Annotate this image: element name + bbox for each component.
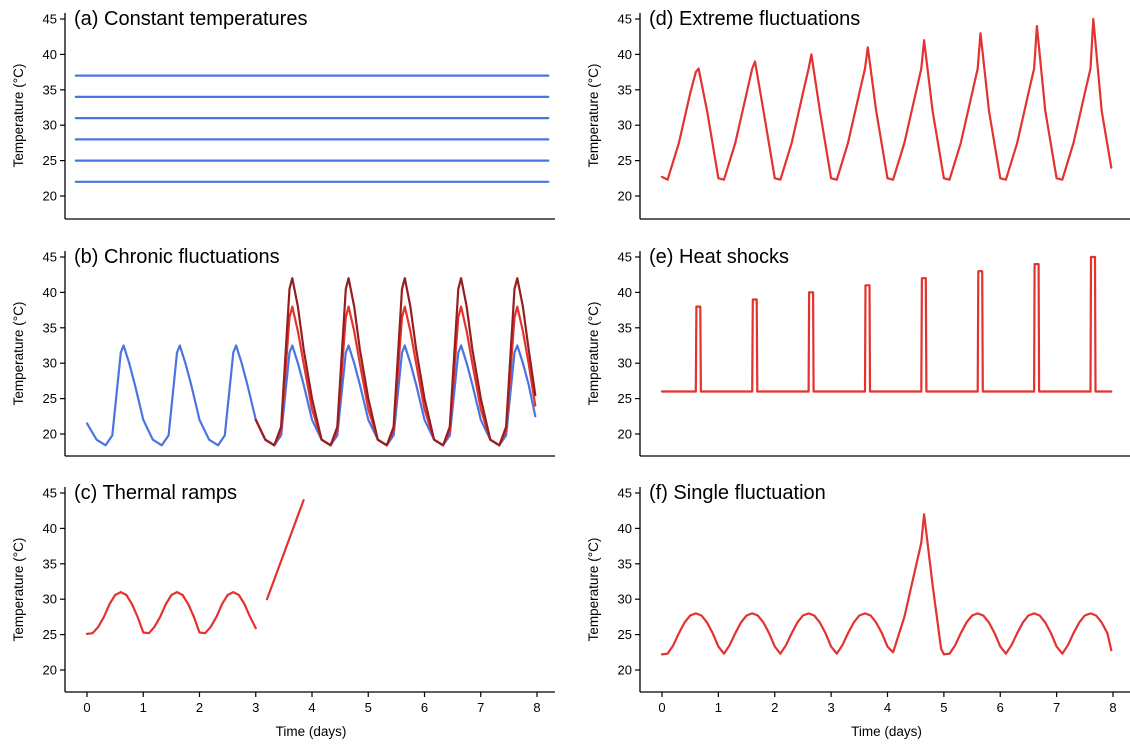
y-tick-label-b-35: 35 [43,320,57,335]
y-tick-label-b-40: 40 [43,285,57,300]
x-tick-label-c-0: 0 [83,700,90,715]
x-tick-label-f-8: 8 [1109,700,1116,715]
panel-e: 20 25 30 35 40 45 Temperature (°C) (e) Heat sho… [586,246,1130,457]
panel-d: 20 25 30 35 40 45 Temperature (°C) (d) Extreme … [586,8,1130,220]
x-tick-label-c-3: 3 [252,700,259,715]
x-tick-label-f-0: 0 [658,700,665,715]
x-tick-label-f-7: 7 [1053,700,1060,715]
series-line-e-0 [660,255,1113,393]
y-axis-label-b: Temperature (°C) [11,302,26,406]
series-line-c-1 [265,499,305,601]
y-tick-label-c-20: 20 [43,663,57,678]
x-tick-label-c-7: 7 [477,700,484,715]
y-tick-label-e-45: 45 [618,250,632,265]
x-tick-label-c-6: 6 [421,700,428,715]
y-tick-label-a-25: 25 [43,153,57,168]
y-axis-label-a: Temperature (°C) [11,64,26,168]
x-tick-label-c-8: 8 [533,700,540,715]
y-tick-label-f-20: 20 [618,663,632,678]
x-tick-label-f-6: 6 [997,700,1004,715]
y-axis-label-d: Temperature (°C) [586,64,601,168]
x-tick-label-c-2: 2 [196,700,203,715]
panel-title-d: (d) Extreme fluctuations [649,8,860,30]
y-tick-label-e-35: 35 [618,320,632,335]
y-tick-label-a-35: 35 [43,82,57,97]
y-tick-label-c-30: 30 [43,592,57,607]
y-tick-label-f-40: 40 [618,521,632,536]
y-tick-label-a-30: 30 [43,118,57,133]
y-tick-label-c-35: 35 [43,556,57,571]
x-tick-label-f-4: 4 [884,700,891,715]
y-tick-label-e-25: 25 [618,391,632,406]
y-tick-label-b-20: 20 [43,427,57,442]
x-axis-label-f: Time (days) [851,724,922,739]
y-tick-label-a-20: 20 [43,189,57,204]
x-tick-label-f-1: 1 [715,700,722,715]
panel-title-c: (c) Thermal ramps [74,482,237,504]
y-axis-label-c: Temperature (°C) [11,538,26,642]
series-line-f-0 [660,513,1113,656]
series-line-d-0 [660,17,1113,181]
x-tick-label-f-5: 5 [940,700,947,715]
x-tick-label-c-5: 5 [365,700,372,715]
panel-title-f: (f) Single fluctuation [649,482,826,504]
y-tick-label-b-45: 45 [43,250,57,265]
y-axis-label-f: Temperature (°C) [586,538,601,642]
series-line-b-2 [254,277,537,447]
y-tick-label-f-45: 45 [618,486,632,501]
y-tick-label-c-40: 40 [43,521,57,536]
y-tick-label-e-30: 30 [618,356,632,371]
y-tick-label-d-20: 20 [618,189,632,204]
y-tick-label-d-25: 25 [618,153,632,168]
panel-title-a: (a) Constant temperatures [74,8,307,30]
x-tick-label-c-1: 1 [140,700,147,715]
y-tick-label-f-35: 35 [618,556,632,571]
y-tick-label-c-25: 25 [43,627,57,642]
x-tick-label-f-2: 2 [771,700,778,715]
panel-title-e: (e) Heat shocks [649,246,789,268]
y-tick-label-c-45: 45 [43,486,57,501]
y-tick-label-d-40: 40 [618,47,632,62]
y-tick-label-e-20: 20 [618,427,632,442]
y-tick-label-a-40: 40 [43,47,57,62]
y-tick-label-e-40: 40 [618,285,632,300]
y-tick-label-a-45: 45 [43,12,57,27]
x-tick-label-f-3: 3 [828,700,835,715]
panel-title-b: (b) Chronic fluctuations [74,246,280,268]
y-axis-label-e: Temperature (°C) [586,302,601,406]
series-line-b-0 [85,344,537,447]
y-tick-label-d-45: 45 [618,12,632,27]
y-tick-label-d-30: 30 [618,118,632,133]
panel-b: 20 25 30 35 40 45 Temperature (°C) (b) Chronic … [11,246,555,457]
series-line-c-0 [85,590,257,636]
x-tick-label-c-4: 4 [308,700,315,715]
y-tick-label-f-30: 30 [618,592,632,607]
x-axis-label-c: Time (days) [276,724,347,739]
panel-a: 20 25 30 35 40 45 Temperature (°C) (a) Constant… [11,8,555,220]
y-tick-label-f-25: 25 [618,627,632,642]
y-tick-label-b-25: 25 [43,391,57,406]
y-tick-label-d-35: 35 [618,82,632,97]
y-tick-label-b-30: 30 [43,356,57,371]
